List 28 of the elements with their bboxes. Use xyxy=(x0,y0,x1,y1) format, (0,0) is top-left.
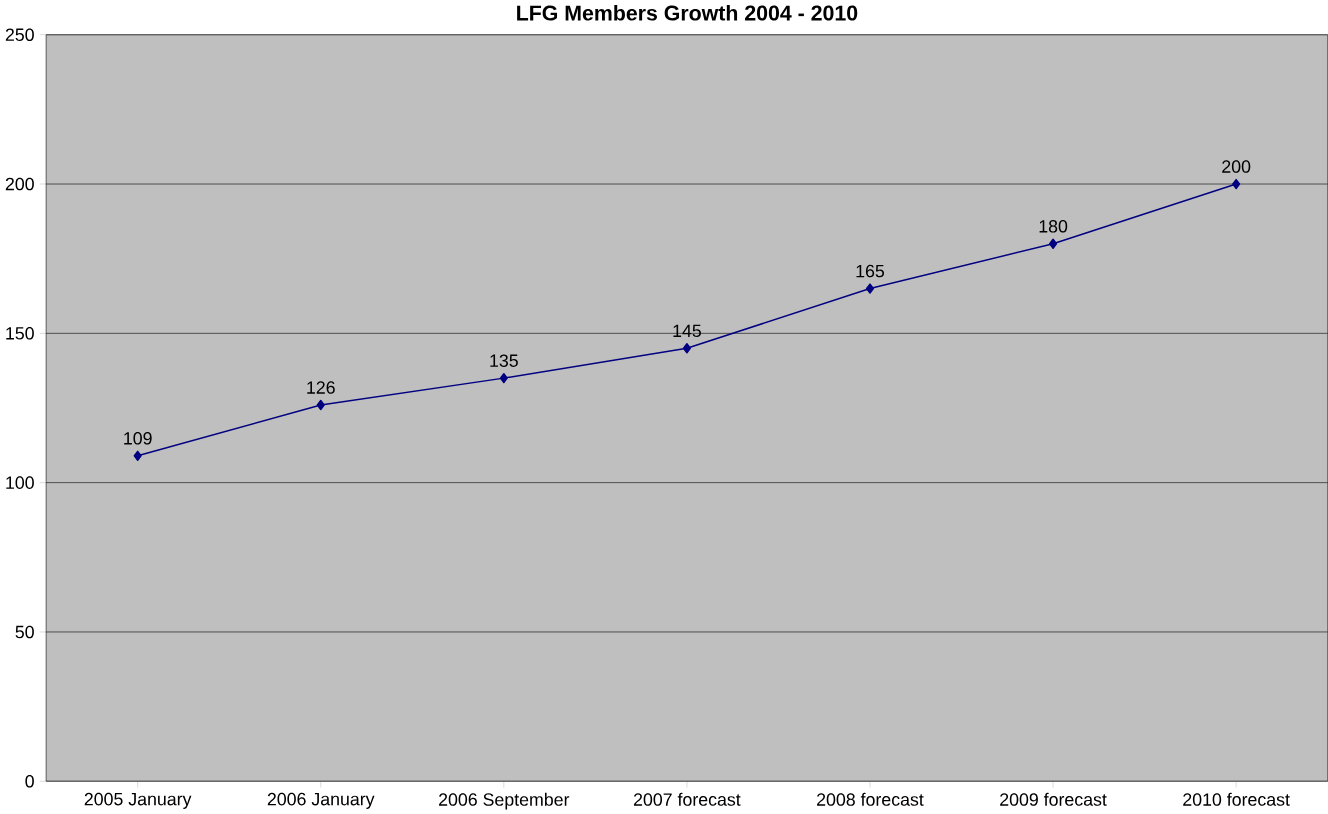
y-tick-label: 100 xyxy=(6,476,34,489)
chart-title: LFG Members Growth 2004 - 2010 xyxy=(517,4,858,21)
y-tick-label: 250 xyxy=(5,28,34,41)
x-tick-label: 2006 January xyxy=(267,792,375,809)
point xyxy=(499,372,508,384)
data-label: 180 xyxy=(1039,219,1068,233)
x-tick-label: 2005 January xyxy=(84,792,192,809)
y-tick-label: 50 xyxy=(15,625,34,639)
y-tick-label: 0 xyxy=(25,774,34,788)
point xyxy=(133,450,142,461)
point xyxy=(865,283,875,294)
point xyxy=(1232,178,1241,190)
data-label: 109 xyxy=(124,431,152,445)
y-tick-label: 200 xyxy=(5,177,34,191)
y-tick-label: 150 xyxy=(6,326,34,340)
data-label: 145 xyxy=(673,324,701,337)
point xyxy=(682,342,691,354)
data-label: 165 xyxy=(856,264,885,278)
point xyxy=(1049,238,1058,249)
x-tick-label: 2007 forecast xyxy=(633,792,741,806)
data-label: 200 xyxy=(1222,160,1251,173)
data-label: 135 xyxy=(490,354,518,367)
x-tick-label: 2006 September xyxy=(439,792,570,810)
x-tick-label: 2008 forecast xyxy=(817,792,924,806)
data-label: 126 xyxy=(307,381,335,394)
x-tick-label: 2009 forecast xyxy=(1000,792,1107,806)
x-tick-label: 2010 forecast xyxy=(1183,792,1290,806)
point xyxy=(316,399,325,411)
